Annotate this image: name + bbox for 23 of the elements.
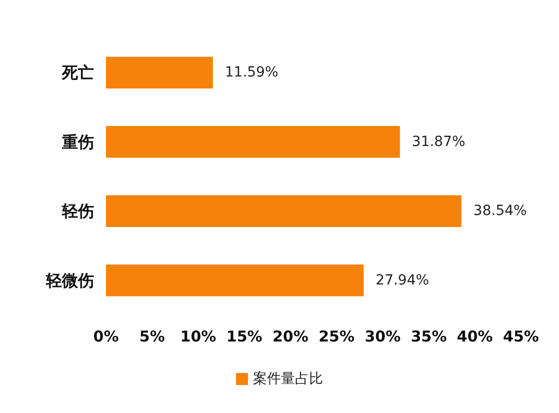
x-tick-label: 20% [272, 328, 308, 346]
x-tick-label: 5% [139, 328, 165, 346]
x-tick-label: 10% [180, 328, 216, 346]
x-tick-label: 25% [318, 328, 355, 346]
data-label: 27.94% [376, 272, 430, 288]
bar [106, 126, 400, 158]
x-tick-label: 35% [410, 328, 447, 346]
data-label: 11.59% [224, 64, 278, 81]
x-tick-label: 40% [456, 328, 493, 346]
y-tick-label: 轻伤 [61, 202, 94, 221]
y-tick-label: 轻微伤 [45, 270, 94, 290]
x-tick-label: 45% [503, 328, 539, 346]
legend-label: 案件量占比 [253, 370, 323, 387]
x-tick-label: 30% [364, 328, 401, 346]
bar [106, 56, 213, 89]
y-tick-label: 重伤 [61, 132, 94, 152]
bar [106, 264, 364, 296]
y-tick-label: 死亡 [61, 63, 94, 82]
data-label: 31.87% [412, 134, 466, 150]
bar [106, 195, 462, 228]
data-label: 38.54% [473, 203, 527, 220]
x-tick-label: 15% [226, 328, 262, 346]
x-tick-label: 0% [93, 328, 119, 346]
